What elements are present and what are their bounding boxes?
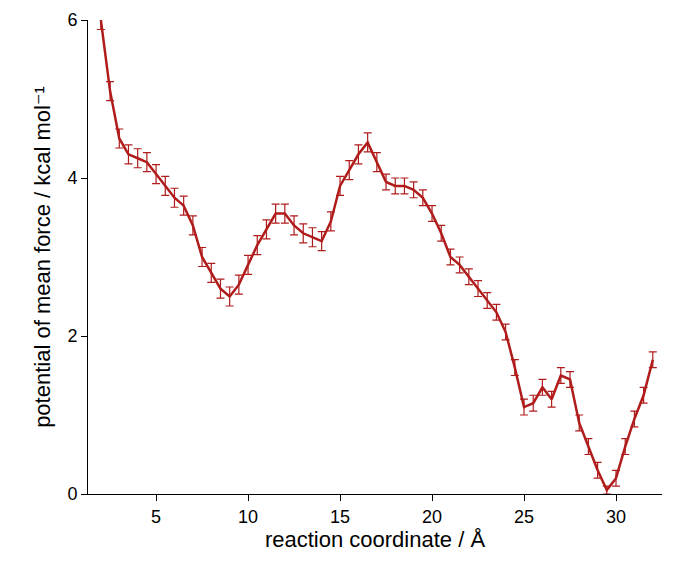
svg-text:6: 6: [67, 10, 77, 30]
svg-text:20: 20: [422, 507, 442, 527]
svg-text:potential of mean force / kcal: potential of mean force / kcal mol⁻¹: [30, 86, 55, 428]
svg-text:30: 30: [606, 507, 626, 527]
svg-text:15: 15: [330, 507, 350, 527]
svg-text:0: 0: [67, 484, 77, 504]
svg-text:10: 10: [238, 507, 258, 527]
svg-text:5: 5: [151, 507, 161, 527]
svg-text:2: 2: [67, 326, 77, 346]
svg-text:4: 4: [67, 168, 77, 188]
svg-text:25: 25: [514, 507, 534, 527]
svg-text:reaction coordinate / Å: reaction coordinate / Å: [265, 527, 485, 552]
